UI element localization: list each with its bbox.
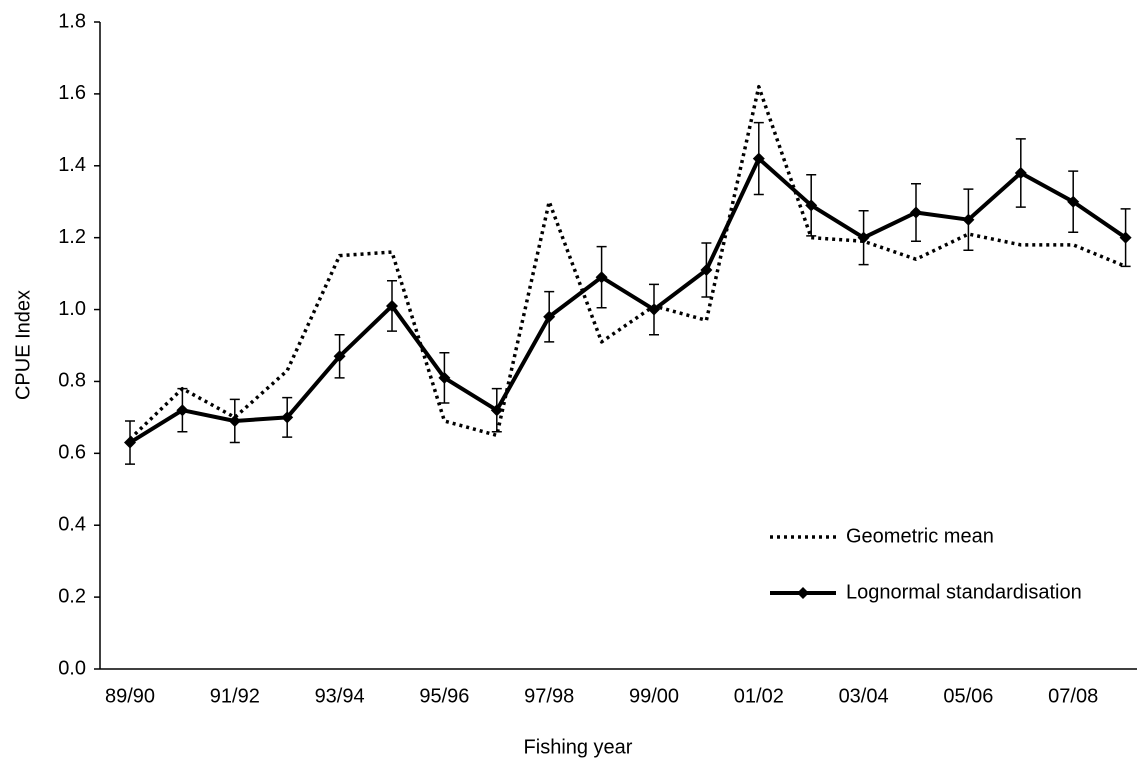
y-tick-label: 0.0 [58,657,86,679]
marker [281,411,294,424]
y-tick-label: 1.0 [58,298,86,320]
marker [1067,195,1080,208]
y-tick-label: 1.6 [58,82,86,104]
marker [1014,166,1027,179]
series-line [128,84,1127,441]
marker [333,350,346,363]
marker [700,264,713,277]
y-tick-label: 1.4 [58,154,86,176]
x-tick-label: 99/00 [629,685,679,707]
x-tick-label: 07/08 [1048,685,1098,707]
legend-label: Lognormal standardisation [846,581,1082,603]
series-line [128,156,1127,445]
x-tick-label: 91/92 [210,685,260,707]
x-tick-label: 93/94 [315,685,365,707]
legend-label: Geometric mean [846,525,994,547]
marker [1119,231,1132,244]
legend-marker [797,587,809,599]
y-tick-label: 1.2 [58,226,86,248]
x-tick-label: 95/96 [419,685,469,707]
marker [386,299,398,312]
x-tick-label: 03/04 [839,685,889,707]
marker [124,436,136,449]
y-tick-label: 0.2 [58,585,86,607]
marker [857,231,870,244]
marker [805,199,818,212]
x-tick-label: 97/98 [524,685,574,707]
marker [228,414,241,427]
marker [543,310,556,323]
x-tick-label: 05/06 [943,685,993,707]
marker [910,206,922,219]
x-tick-label: 89/90 [105,685,155,707]
x-axis-label: Fishing year [524,736,633,758]
y-tick-label: 0.8 [58,370,86,392]
marker [962,213,975,226]
marker [490,404,503,417]
y-tick-label: 1.8 [58,10,86,32]
marker [752,152,765,165]
marker [438,371,451,384]
marker [595,271,608,284]
y-axis-label: CPUE Index [12,290,34,400]
x-tick-label: 01/02 [734,685,784,707]
y-tick-label: 0.6 [58,442,86,464]
marker [176,404,189,417]
marker [648,303,660,316]
y-tick-label: 0.4 [58,514,86,536]
